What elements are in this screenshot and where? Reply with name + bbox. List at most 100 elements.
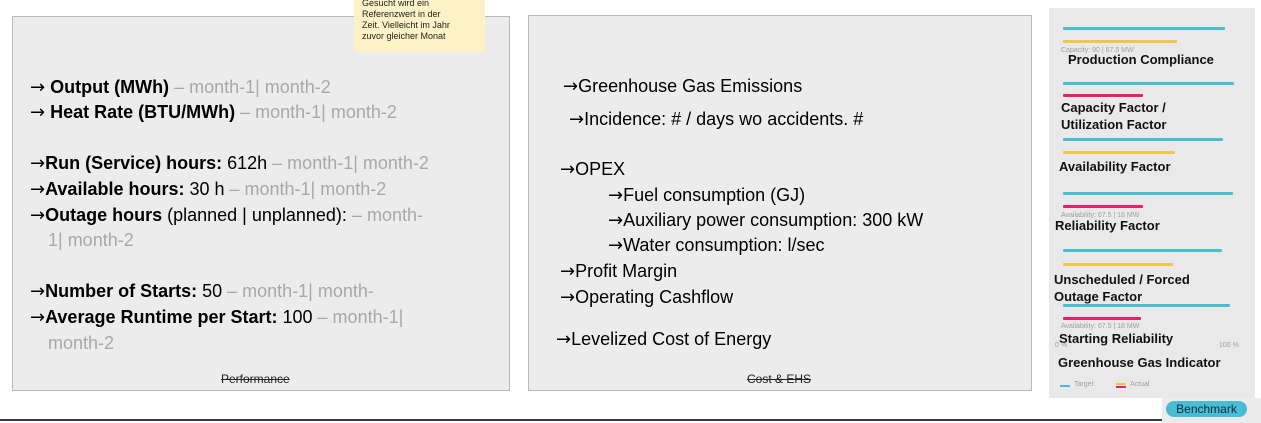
cost-ehs-caption: Cost & EHS [747, 372, 812, 386]
arrow-icon: → [563, 76, 579, 97]
ghg-emissions-item: →Greenhouse Gas Emissions [563, 74, 802, 99]
kpi-production-compliance: Production Compliance [1068, 52, 1214, 67]
legend-actual-swatch-alt [1116, 386, 1126, 388]
incidence-item: →Incidence: # / days wo accidents. # [569, 107, 863, 132]
actual-bar [1063, 263, 1173, 266]
arrow-icon: → [30, 102, 46, 123]
comment-note: Gesucht wird ein Referenzwert in der Zei… [354, 0, 485, 52]
arrow-icon: → [608, 185, 624, 206]
heat-rate-label: Heat Rate (BTU/MWh) [50, 102, 236, 122]
kpi-overview-panel: Capacity: 90 | 67.5 MW Production Compli… [1049, 8, 1255, 398]
axis-label-0: 0 % [1055, 342, 1068, 349]
lcoe-item: →Levelized Cost of Energy [556, 327, 771, 352]
note-line: Referenzwert in der [362, 9, 441, 19]
target-bar [1063, 304, 1230, 307]
arrow-icon: → [30, 153, 46, 174]
target-bar [1063, 192, 1233, 195]
runtime-line: →Average Runtime per Start: 100 – month-… [30, 305, 403, 330]
heat-rate-compare: – month-1| month-2 [235, 102, 397, 122]
ghg-emissions-label: Greenhouse Gas Emissions [578, 76, 803, 96]
water-item: →Water consumption: l/sec [608, 233, 825, 258]
cashflow-item: →Operating Cashflow [560, 285, 733, 310]
capacity-note: Capacity: 90 | 67.5 MW [1061, 47, 1134, 54]
water-label: Water consumption: l/sec [623, 235, 825, 255]
performance-panel: → Output (MWh) – month-1| month-2 → Heat… [12, 16, 510, 391]
arrow-icon: → [30, 307, 46, 328]
kpi-starting-reliability: Starting Reliability [1059, 331, 1174, 346]
cost-ehs-panel: →Greenhouse Gas Emissions →Incidence: # … [528, 15, 1032, 391]
legend-actual-label: Actual [1130, 381, 1150, 388]
legend-actual-swatch [1116, 383, 1126, 385]
available-hours-value: 30 h [184, 179, 225, 199]
runtime-compare: – month-1| [312, 307, 404, 327]
axis-label-100: 100 % [1219, 342, 1239, 349]
output-compare: – month-1| month-2 [169, 77, 331, 97]
outage-hours-line: →Outage hours (planned | unplanned): – m… [30, 203, 423, 228]
opex-label: OPEX [575, 159, 626, 179]
target-bar [1063, 27, 1225, 30]
run-hours-compare: – month-1| month-2 [267, 153, 429, 173]
fuel-item: →Fuel consumption (GJ) [608, 183, 805, 208]
outage-hours-compare: – month- [346, 205, 423, 225]
performance-caption: Performance [221, 372, 290, 386]
aux-power-item: →Auxiliary power consumption: 300 kW [608, 208, 923, 233]
benchmark-button[interactable]: Benchmark [1166, 401, 1247, 417]
arrow-icon: → [556, 329, 572, 350]
runtime-value: 100 [277, 307, 313, 327]
incidence-label: Incidence: # / days wo accidents. # [584, 109, 864, 129]
kpi-capacity-factor: Capacity Factor / [1061, 100, 1166, 115]
arrow-icon: → [560, 159, 576, 180]
outage-hours-value: (planned | unplanned): [162, 205, 347, 225]
starts-compare: – month-1| month- [222, 281, 374, 301]
available-hours-compare: – month-1| month-2 [224, 179, 387, 199]
fuel-label: Fuel consumption (GJ) [623, 185, 806, 205]
note-line: Zeit. Vielleicht im Jahr [362, 20, 450, 30]
availability-note: Availability: 67.5 | 18 MW [1061, 323, 1140, 330]
kpi-reliability-factor: Reliability Factor [1055, 218, 1160, 233]
starts-value: 50 [197, 281, 223, 301]
output-line: → Output (MWh) – month-1| month-2 [30, 75, 331, 100]
profit-margin-label: Profit Margin [575, 261, 678, 281]
bottom-divider [0, 419, 1170, 421]
opex-item: →OPEX [560, 157, 625, 182]
legend-target-swatch [1060, 385, 1070, 387]
run-hours-value: 612h [222, 153, 268, 173]
arrow-icon: → [560, 287, 576, 308]
target-bar [1063, 138, 1223, 141]
profit-margin-item: →Profit Margin [560, 259, 677, 284]
available-hours-line: →Available hours: 30 h – month-1| month-… [30, 177, 386, 202]
lcoe-label: Levelized Cost of Energy [571, 329, 772, 349]
starts-line: →Number of Starts: 50 – month-1| month- [30, 279, 374, 304]
arrow-icon: → [30, 281, 46, 302]
runtime-compare-cont: month-2 [48, 333, 115, 353]
kpi-ghg-indicator: Greenhouse Gas Indicator [1058, 355, 1221, 370]
output-label: Output (MWh) [50, 77, 170, 97]
arrow-icon: → [569, 109, 585, 130]
arrow-icon: → [608, 235, 624, 256]
actual-bar [1063, 205, 1143, 208]
target-bar [1063, 249, 1222, 252]
starts-label: Number of Starts: [45, 281, 198, 301]
actual-bar [1063, 40, 1177, 43]
arrow-icon: → [560, 261, 576, 282]
cashflow-label: Operating Cashflow [575, 287, 734, 307]
arrow-icon: → [30, 179, 46, 200]
kpi-unscheduled-outage: Unscheduled / Forced [1054, 272, 1190, 287]
target-bar [1063, 82, 1234, 85]
note-line: Gesucht wird ein [362, 0, 430, 8]
arrow-icon: → [30, 205, 46, 226]
legend-target-label: Target [1074, 381, 1094, 388]
aux-power-label: Auxiliary power consumption: 300 kW [623, 210, 924, 230]
run-hours-label: Run (Service) hours: [45, 153, 223, 173]
outage-hours-label: Outage hours [45, 205, 163, 225]
outage-hours-compare-cont: 1| month-2 [48, 230, 134, 250]
runtime-label: Average Runtime per Start: [45, 307, 278, 327]
actual-bar [1063, 151, 1175, 154]
actual-bar [1063, 94, 1143, 97]
kpi-forced-outage-factor: Outage Factor [1054, 289, 1143, 304]
availability-note: Availability: 67.5 | 18 MW [1061, 212, 1140, 219]
kpi-utilization-factor: Utilization Factor [1061, 117, 1167, 132]
note-line: zuvor gleicher Monat [362, 31, 446, 41]
arrow-icon: → [30, 77, 46, 98]
kpi-availability-factor: Availability Factor [1059, 159, 1171, 174]
